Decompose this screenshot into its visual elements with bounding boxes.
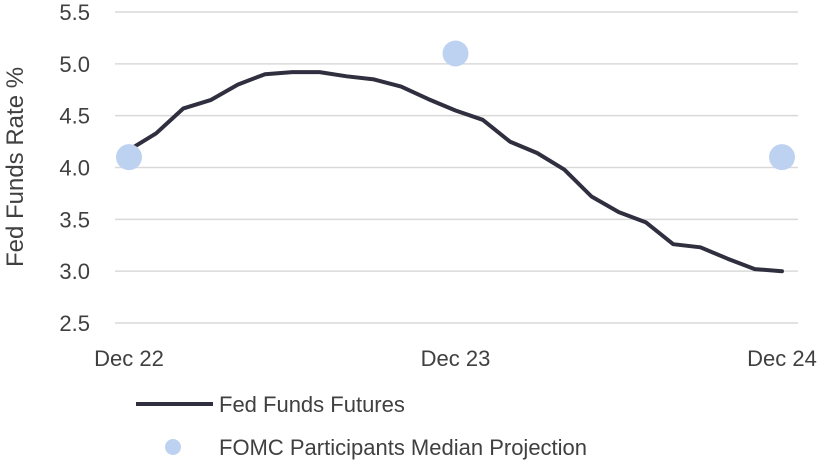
legend: Fed Funds Futures FOMC Participants Medi… — [136, 392, 587, 460]
y-axis-ticks: 2.5 3.0 3.5 4.0 4.5 5.0 5.5 — [59, 0, 90, 336]
x-tick-label: Dec 22 — [94, 346, 164, 371]
x-tick-label: Dec 24 — [747, 346, 817, 371]
legend-label-futures: Fed Funds Futures — [219, 392, 405, 417]
x-tick-label: Dec 23 — [421, 346, 491, 371]
y-tick-label: 4.0 — [59, 156, 90, 181]
fomc-projection-point — [442, 40, 469, 67]
y-tick-label: 2.5 — [59, 311, 90, 336]
y-tick-label: 3.0 — [59, 259, 90, 284]
fomc-projection-point — [769, 144, 795, 171]
y-tick-label: 3.5 — [59, 207, 90, 232]
y-tick-label: 5.0 — [59, 52, 90, 77]
series — [116, 40, 795, 274]
series-line-fed-funds-futures — [127, 70, 784, 274]
x-axis-ticks: Dec 22 Dec 23 Dec 24 — [94, 346, 817, 371]
y-tick-label: 4.5 — [59, 104, 90, 129]
y-axis-label: Fed Funds Rate % — [2, 67, 29, 267]
legend-dot-swatch — [165, 439, 181, 455]
y-tick-label: 5.5 — [59, 0, 90, 25]
fomc-projection-point — [116, 144, 142, 171]
legend-label-fomc: FOMC Participants Median Projection — [219, 435, 587, 460]
